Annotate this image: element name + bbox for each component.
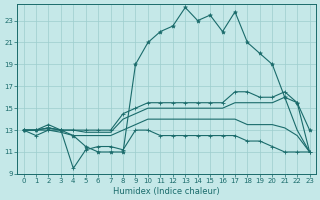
X-axis label: Humidex (Indice chaleur): Humidex (Indice chaleur) bbox=[113, 187, 220, 196]
